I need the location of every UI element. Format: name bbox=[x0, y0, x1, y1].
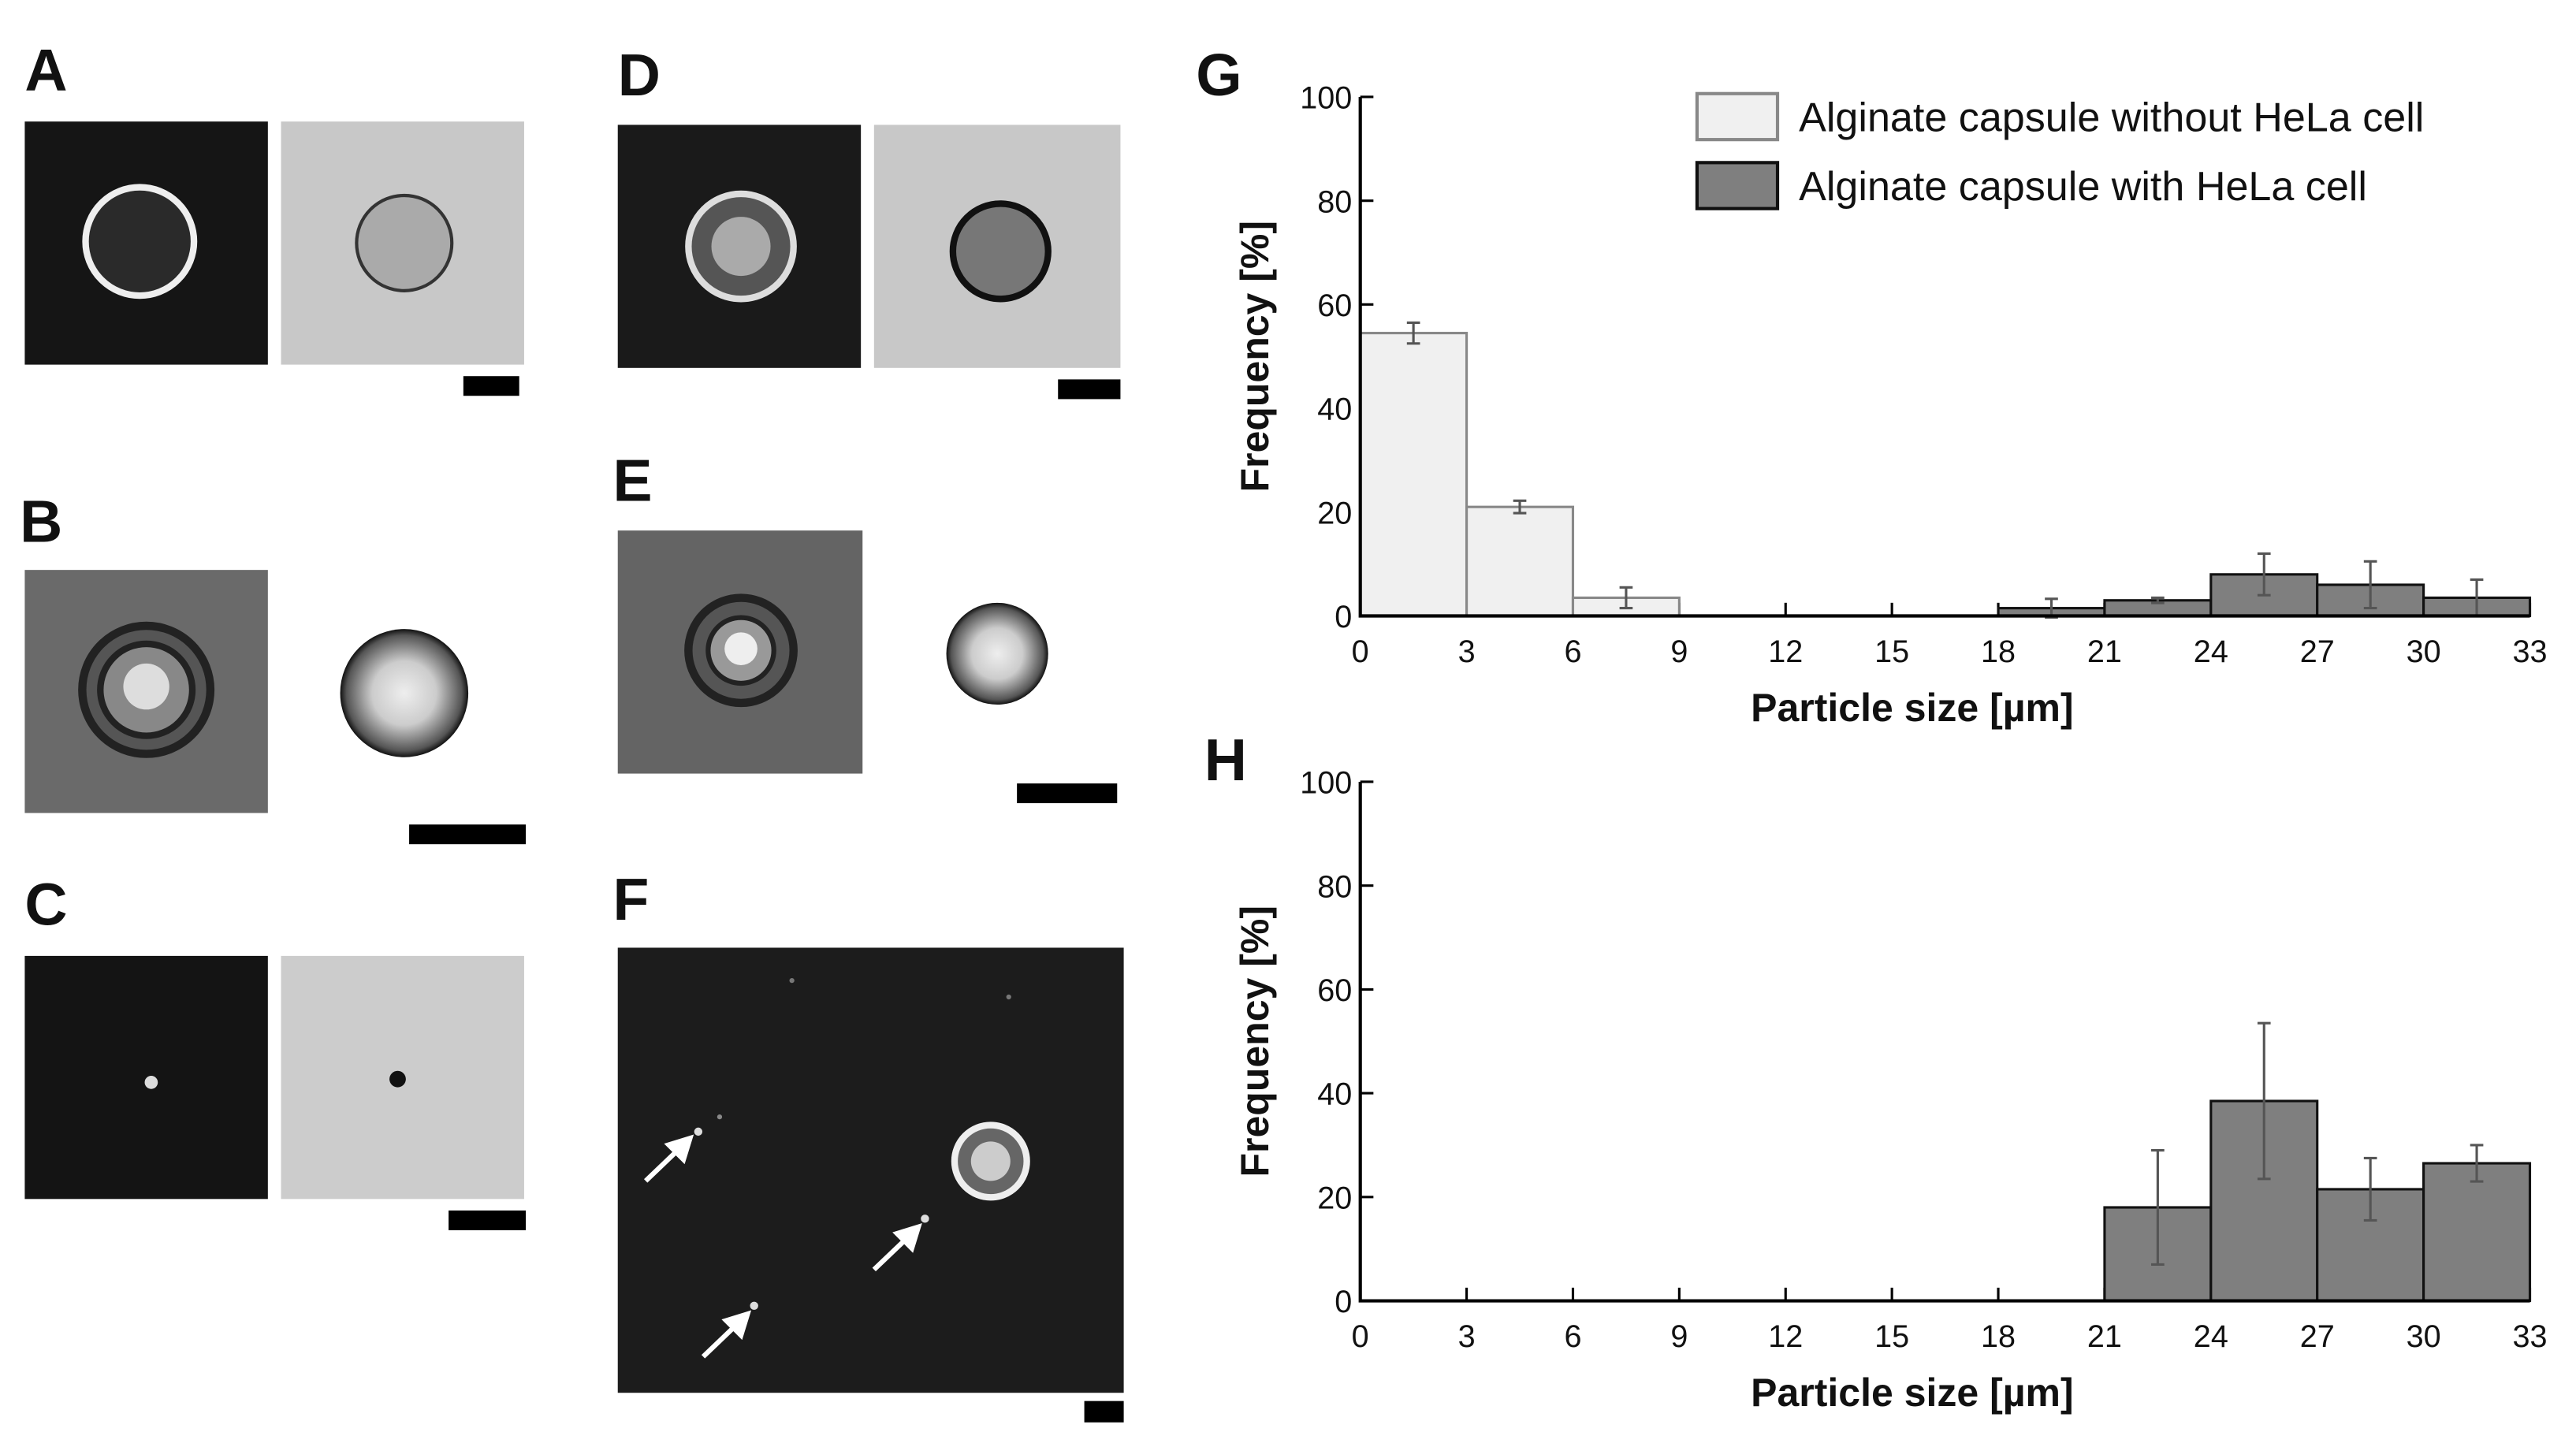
x-tick-label: 33 bbox=[2512, 1319, 2547, 1354]
x-tick-label: 18 bbox=[1981, 1319, 2016, 1354]
y-tick-label: 60 bbox=[1317, 973, 1352, 1008]
axes bbox=[1358, 96, 2530, 618]
legend-label: Alginate capsule with HeLa cell bbox=[1799, 164, 2367, 210]
x-tick-label: 24 bbox=[2194, 1319, 2228, 1354]
y-axis-label: Frequency [%] bbox=[1233, 221, 1277, 493]
x-tick-label: 18 bbox=[1981, 634, 2016, 669]
x-axis-label: Particle size [µm] bbox=[1751, 686, 2074, 730]
x-tick-label: 30 bbox=[2407, 1319, 2441, 1354]
x-tick-label: 15 bbox=[1874, 634, 1909, 669]
y-axis-label: Frequency [%] bbox=[1233, 906, 1277, 1177]
panel-label: A bbox=[24, 37, 67, 103]
legend-label: Alginate capsule without HeLa cell bbox=[1799, 95, 2424, 141]
panel-label: C bbox=[24, 871, 67, 937]
panel-label: F bbox=[612, 866, 649, 932]
panel-label: B bbox=[20, 489, 62, 555]
legend-swatch bbox=[1695, 161, 1780, 210]
error-bar bbox=[2470, 1144, 2484, 1183]
y-tick-label: 0 bbox=[1335, 1285, 1352, 1319]
x-tick-label: 33 bbox=[2512, 634, 2547, 669]
x-tick-label: 3 bbox=[1458, 1319, 1476, 1354]
error-bar bbox=[1513, 499, 1527, 515]
x-tick-label: 12 bbox=[1768, 634, 1803, 669]
y-tick-label: 100 bbox=[1300, 81, 1352, 116]
micrographs bbox=[24, 121, 1124, 1423]
error-bar bbox=[2257, 1021, 2271, 1181]
x-tick-label: 15 bbox=[1874, 1319, 1909, 1354]
x-tick-label: 24 bbox=[2194, 634, 2228, 669]
y-tick-label: 0 bbox=[1335, 600, 1352, 634]
axes bbox=[1358, 781, 2530, 1303]
x-tick-label: 30 bbox=[2407, 634, 2441, 669]
x-tick-label: 6 bbox=[1564, 634, 1581, 669]
x-tick-label: 27 bbox=[2300, 634, 2335, 669]
error-bar bbox=[2363, 1156, 2377, 1222]
error-bar bbox=[2257, 552, 2271, 597]
panel-label: G bbox=[1196, 42, 1241, 108]
y-tick-label: 60 bbox=[1317, 288, 1352, 323]
error-bar bbox=[1406, 321, 1420, 345]
bar bbox=[1359, 332, 1469, 618]
x-tick-label: 6 bbox=[1564, 1319, 1581, 1354]
x-tick-label: 21 bbox=[2087, 634, 2122, 669]
y-tick-label: 40 bbox=[1317, 392, 1352, 427]
y-tick-label: 80 bbox=[1317, 184, 1352, 219]
y-tick-label: 40 bbox=[1317, 1077, 1352, 1112]
error-bar bbox=[2363, 560, 2377, 610]
x-tick-label: 0 bbox=[1352, 634, 1369, 669]
x-tick-label: 3 bbox=[1458, 634, 1476, 669]
y-tick-label: 20 bbox=[1317, 496, 1352, 530]
x-tick-label: 0 bbox=[1352, 1319, 1369, 1354]
legend-swatch bbox=[1695, 91, 1780, 142]
bar bbox=[1465, 505, 1575, 618]
x-tick-label: 9 bbox=[1670, 1319, 1688, 1354]
bar bbox=[2422, 1162, 2532, 1303]
x-tick-label: 27 bbox=[2300, 1319, 2335, 1354]
panel-label: E bbox=[612, 448, 652, 514]
x-tick-label: 12 bbox=[1768, 1319, 1803, 1354]
error-bar bbox=[1619, 586, 1633, 610]
y-tick-label: 100 bbox=[1300, 766, 1352, 801]
x-tick-label: 21 bbox=[2087, 1319, 2122, 1354]
error-bar bbox=[2151, 596, 2165, 604]
x-axis-label: Particle size [µm] bbox=[1751, 1371, 2074, 1415]
x-tick-label: 9 bbox=[1670, 634, 1688, 669]
y-tick-label: 80 bbox=[1317, 869, 1352, 904]
panel-label: H bbox=[1204, 727, 1247, 793]
y-tick-label: 20 bbox=[1317, 1181, 1352, 1215]
error-bar bbox=[2151, 1148, 2165, 1266]
panel-label: D bbox=[618, 42, 661, 108]
